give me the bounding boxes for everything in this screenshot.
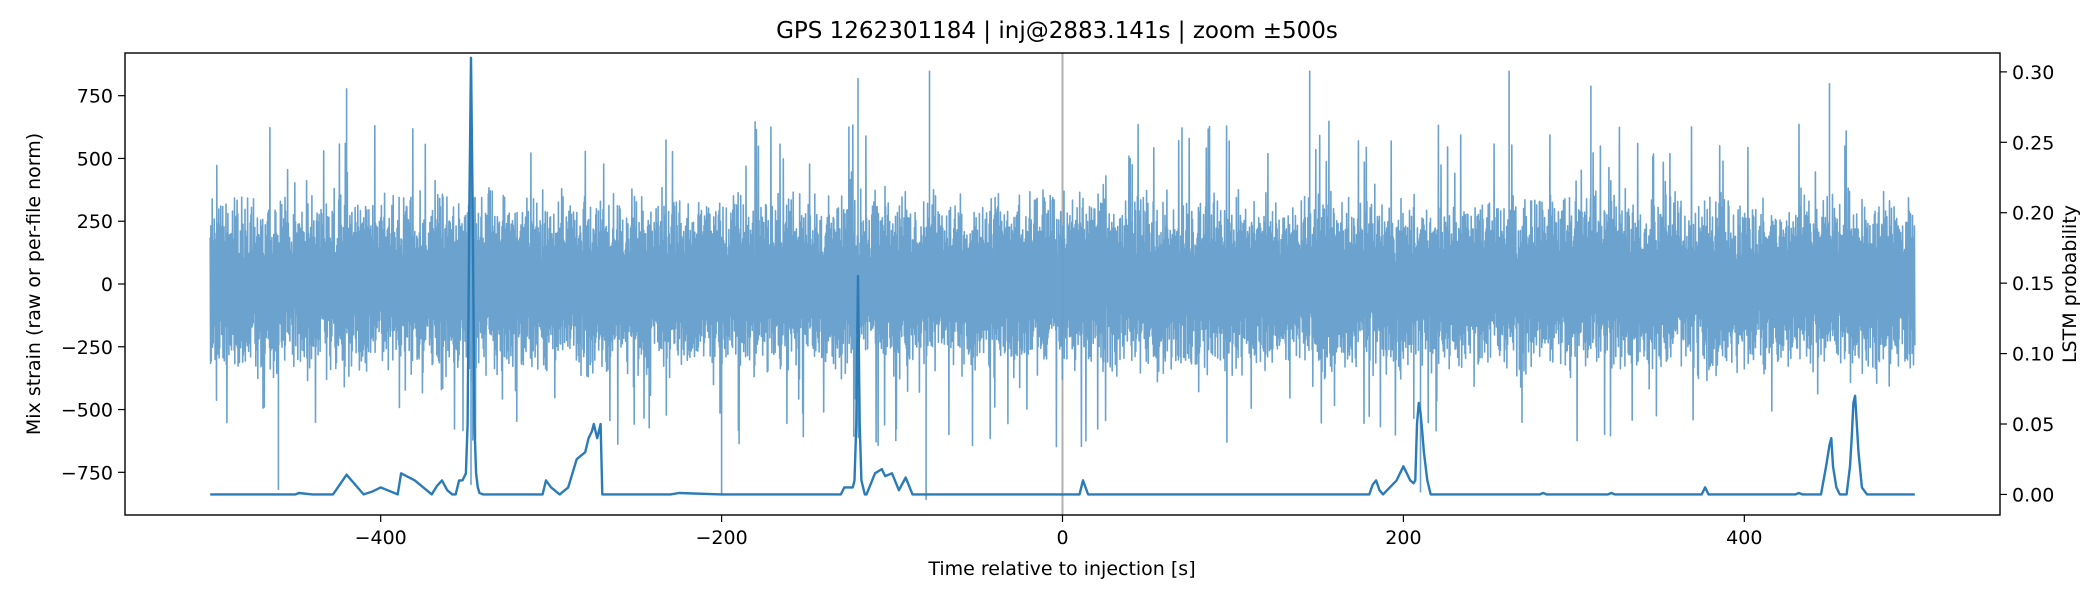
strain-series-line (209, 70, 1916, 500)
y-right-tick-label: 0.30 (2012, 62, 2054, 84)
y-right-tick-label: 0.20 (2012, 203, 2054, 225)
y-left-tick-label: 0 (101, 274, 113, 296)
x-tick-label: −400 (355, 527, 407, 549)
y-left-tick-label: 500 (77, 148, 113, 170)
x-tick-label: 0 (1056, 527, 1068, 549)
y-left-tick-label: −500 (61, 400, 113, 422)
y-right-tick-label: 0.00 (2012, 484, 2054, 506)
chart-title: GPS 1262301184 | inj@2883.141s | zoom ±5… (776, 18, 1338, 44)
y-right-tick-label: 0.05 (2012, 414, 2054, 436)
y-axis-right-label: LSTM probability (2059, 205, 2081, 363)
y-right-tick-label: 0.15 (2012, 273, 2054, 295)
y-axis-left-label: Mix strain (raw or per-file norm) (23, 133, 45, 435)
x-tick-label: −200 (695, 527, 747, 549)
x-axis-label: Time relative to injection [s] (927, 558, 1195, 580)
x-tick-label: 400 (1726, 527, 1762, 549)
x-tick-label: 200 (1385, 527, 1421, 549)
y-right-tick-label: 0.10 (2012, 344, 2054, 366)
y-left-tick-label: 750 (77, 86, 113, 108)
y-left-tick-label: −250 (61, 337, 113, 359)
y-left-tick-label: −750 (61, 462, 113, 484)
y-left-tick-label: 250 (77, 211, 113, 233)
y-right-tick-label: 0.25 (2012, 132, 2054, 154)
lstm-probability-line (210, 56, 1915, 496)
